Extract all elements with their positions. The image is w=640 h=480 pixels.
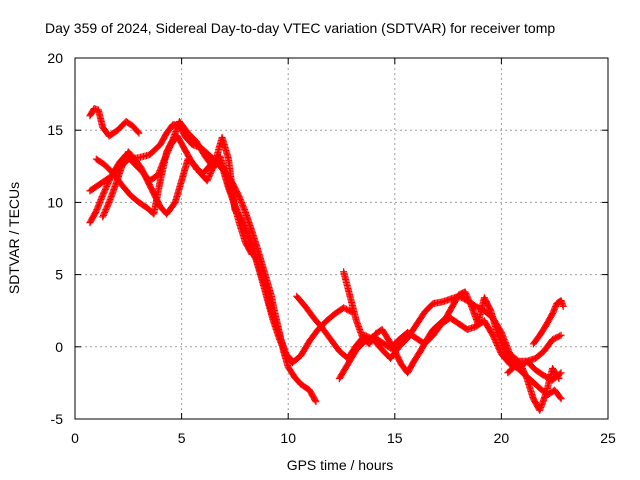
data-point — [556, 332, 564, 340]
chart-title: Day 359 of 2024, Sidereal Day-to-day VTE… — [45, 20, 555, 36]
x-tick-label: 0 — [71, 430, 79, 446]
data-point — [134, 128, 142, 136]
y-tick-label: 10 — [47, 194, 63, 210]
data-point — [288, 357, 296, 365]
data-point — [556, 394, 564, 402]
data-point — [248, 250, 256, 258]
data-point — [557, 369, 565, 377]
grid-lines — [75, 58, 608, 419]
data-point — [288, 356, 296, 364]
series-0 — [86, 105, 143, 140]
series-9 — [529, 297, 567, 348]
x-tick-label: 10 — [280, 430, 296, 446]
x-tick-label: 25 — [600, 430, 616, 446]
data-point — [554, 373, 562, 381]
x-tick-label: 5 — [178, 430, 186, 446]
series-4 — [99, 148, 256, 258]
axis-ticks: 0 5 10 15 20 25 -5 0 5 10 15 20 — [47, 50, 616, 446]
y-tick-label: 20 — [47, 50, 63, 66]
plot-border — [74, 57, 609, 420]
x-tick-label: 15 — [387, 430, 403, 446]
y-axis-label: SDTVAR / TECUs — [6, 182, 22, 294]
data-point — [312, 398, 320, 406]
y-tick-label: 5 — [55, 267, 63, 283]
x-axis-label: GPS time / hours — [287, 457, 394, 473]
series-8 — [504, 360, 563, 414]
data-point — [557, 395, 565, 403]
data-point — [311, 396, 319, 404]
data-point — [135, 129, 143, 137]
y-tick-label: 15 — [47, 122, 63, 138]
data-point — [247, 249, 255, 257]
data-points — [86, 105, 567, 414]
series-6 — [340, 268, 565, 403]
x-tick-label: 20 — [494, 430, 510, 446]
y-tick-label: -5 — [51, 411, 64, 427]
y-tick-label: 0 — [55, 339, 63, 355]
data-point — [557, 331, 565, 339]
data-point — [555, 375, 563, 383]
series-7 — [335, 314, 565, 384]
data-point — [559, 302, 567, 310]
